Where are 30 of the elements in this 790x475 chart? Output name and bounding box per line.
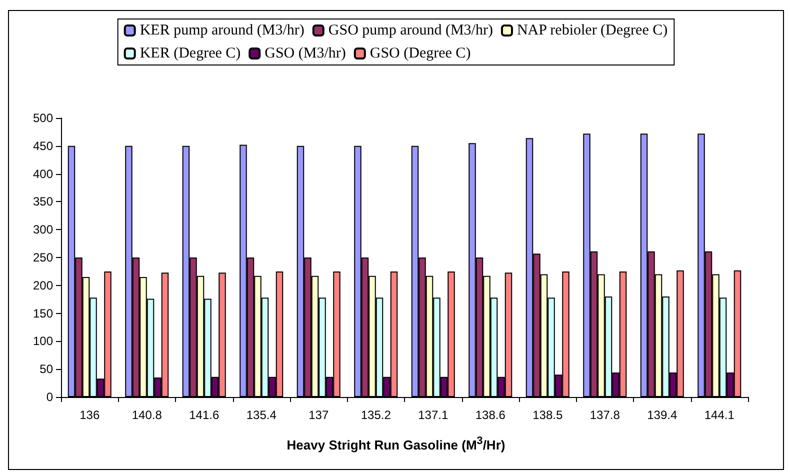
y-tick-label: 450 [32,138,54,153]
legend-label: GSO pump around (M3/hr) [328,22,493,38]
y-tick-label: 200 [32,278,54,292]
x-tick-label: 136 [80,408,100,422]
legend-label: KER pump around (M3/hr) [140,22,304,38]
y-tick-label: 350 [32,194,54,209]
y-tick-label: 0 [46,390,54,404]
x-axis-title: Heavy Stright Run Gasoline (M$^{3}$/Hr) [286,435,506,452]
y-tick-label: 250 [32,250,54,264]
y-tick-label: 400 [32,166,54,181]
legend-label: NAP rebioler (Degree C) [516,22,668,38]
x-tick-label: 135.2 [360,408,392,422]
y-tick-label: 500 [32,111,54,125]
x-tick-label: 137 [308,408,329,422]
legend-label: GSO (Degree C) [370,46,471,62]
x-tick-label: 140.8 [132,408,162,422]
legend-label: KER (Degree C) [140,46,241,62]
x-tick-label: 138.6 [475,408,506,422]
x-tick-label: 139.4 [647,408,678,422]
x-tick-label: 144.1 [704,408,735,422]
x-tick-label: 138.5 [532,408,563,422]
y-tick-label: 100 [32,334,54,348]
y-tick-label: 300 [32,222,54,237]
y-tick-label: 150 [32,306,54,320]
x-tick-label: 135.4 [246,408,277,422]
y-tick-label: 50 [40,362,54,376]
x-tick-label: 141.6 [189,408,220,422]
x-tick-label: 137.1 [418,408,448,422]
legend-label: GSO (M3/hr) [264,46,346,62]
x-tick-label: 137.8 [590,408,620,422]
